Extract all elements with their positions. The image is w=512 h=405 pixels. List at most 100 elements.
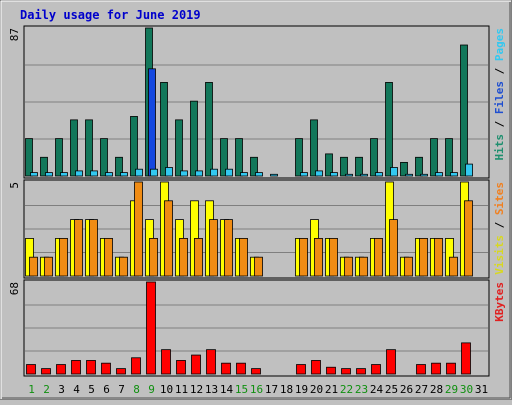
bar-hits-hits-day-6: [100, 138, 108, 177]
bar-hits-hits-day-27: [415, 156, 423, 177]
series-label-kbytes: KBytes: [493, 282, 506, 322]
bar-hits-pages-day-28: [435, 172, 443, 177]
x-tick-label-5: 5: [88, 383, 95, 396]
panel-kbytes: 68 KBytes: [8, 279, 506, 377]
bar-hits-pages-day-5: [90, 170, 98, 177]
x-tick-label-27: 27: [415, 383, 428, 396]
x-tick-label-25: 25: [385, 383, 398, 396]
y-max-label: 5: [8, 182, 21, 189]
bar-kbytes-kbytes-day-28: [431, 362, 441, 375]
bar-hits-pages-day-22: [345, 173, 353, 177]
bar-hits-hits-day-30: [460, 44, 468, 177]
bar-hits-pages-day-7: [120, 172, 128, 177]
bar-visits-sites-day-25: [389, 219, 398, 277]
bar-hits-files-day-9: [148, 68, 156, 177]
bar-hits-pages-day-3: [60, 172, 68, 177]
bar-visits-sites-day-4: [74, 219, 83, 277]
bar-hits-pages-day-26: [405, 173, 413, 177]
bar-hits-pages-day-21: [330, 172, 338, 177]
bar-kbytes-kbytes-day-20: [311, 360, 321, 375]
bar-hits-hits-day-7: [115, 156, 123, 177]
x-tick-label-26: 26: [400, 383, 413, 396]
x-tick-label-6: 6: [103, 383, 110, 396]
x-tick-label-28: 28: [430, 383, 443, 396]
bar-hits-hits-day-15: [235, 138, 243, 177]
bar-visits-sites-day-27: [419, 237, 428, 277]
bar-hits-hits-day-5: [85, 119, 93, 177]
x-tick-label-23: 23: [355, 383, 368, 396]
series-label-files: Files: [493, 81, 506, 114]
bar-hits-pages-day-19: [300, 172, 308, 177]
bar-hits-pages-day-14: [225, 168, 233, 177]
right-series-labels: KBytes: [493, 282, 506, 322]
x-tick-label-14: 14: [220, 383, 234, 396]
bar-visits-sites-day-16: [254, 256, 263, 277]
panel-visits: 5 Visits / Sites: [8, 179, 506, 279]
bar-hits-hits-day-20: [310, 119, 318, 177]
bar-hits-pages-day-4: [75, 170, 83, 177]
bar-hits-hits-day-1: [25, 138, 33, 177]
x-tick-label-21: 21: [325, 383, 338, 396]
bar-hits-pages-day-20: [315, 170, 323, 177]
bar-hits-pages-day-9: [150, 168, 158, 177]
bar-hits-hits-day-11: [175, 119, 183, 177]
x-tick-label-8: 8: [133, 383, 140, 396]
bar-kbytes-kbytes-day-25: [386, 349, 396, 375]
bar-hits-hits-day-3: [55, 138, 63, 177]
bar-visits-sites-day-9: [149, 237, 158, 277]
x-tick-label-1: 1: [28, 383, 35, 396]
bar-hits-hits-day-22: [340, 156, 348, 177]
x-tick-label-4: 4: [73, 383, 80, 396]
bar-hits-pages-day-17: [270, 173, 278, 177]
x-tick-label-9: 9: [148, 383, 155, 396]
bar-hits-hits-day-10: [160, 82, 168, 177]
bar-hits-hits-day-14: [220, 138, 228, 177]
x-tick-label-22: 22: [340, 383, 353, 396]
bar-kbytes-kbytes-day-6: [101, 362, 111, 375]
x-tick-label-20: 20: [310, 383, 323, 396]
bar-hits-hits-day-12: [190, 100, 198, 177]
bar-kbytes-kbytes-day-4: [71, 360, 81, 375]
chart-panels: 87 Hits / Files / Pages 5 Visits / Sites 68 K…: [8, 25, 506, 377]
bar-kbytes-kbytes-day-24: [371, 364, 381, 375]
bar-hits-pages-day-29: [450, 172, 458, 177]
bar-visits-sites-day-23: [359, 256, 368, 277]
bar-visits-sites-day-11: [179, 237, 188, 277]
bar-hits-pages-day-12: [195, 170, 203, 177]
bar-visits-sites-day-7: [119, 256, 128, 277]
chart-title: Daily usage for June 2019: [20, 8, 201, 22]
bar-hits-pages-day-27: [420, 173, 428, 177]
label-separator: /: [493, 61, 506, 81]
bar-visits-sites-day-12: [194, 237, 203, 277]
bar-hits-pages-day-8: [135, 168, 143, 177]
bar-visits-sites-day-6: [104, 237, 113, 277]
bar-kbytes-kbytes-day-22: [341, 368, 351, 375]
bar-hits-hits-day-28: [430, 138, 438, 177]
bar-kbytes-kbytes-day-15: [236, 362, 246, 375]
x-tick-label-16: 16: [250, 383, 263, 396]
bar-kbytes-kbytes-day-13: [206, 349, 216, 375]
bar-visits-sites-day-26: [404, 256, 413, 277]
bar-hits-pages-day-1: [30, 172, 38, 177]
x-tick-label-2: 2: [43, 383, 50, 396]
bar-hits-hits-day-23: [355, 156, 363, 177]
bar-kbytes-kbytes-day-30: [461, 342, 471, 375]
bar-hits-pages-day-13: [210, 168, 218, 177]
bar-visits-sites-day-15: [239, 237, 248, 277]
bar-kbytes-kbytes-day-10: [161, 349, 171, 375]
bar-kbytes-kbytes-day-11: [176, 360, 186, 375]
bar-visits-sites-day-5: [89, 219, 98, 277]
bar-visits-sites-day-24: [374, 237, 383, 277]
x-tick-label-24: 24: [370, 383, 384, 396]
x-tick-label-7: 7: [118, 383, 125, 396]
bar-hits-hits-day-29: [445, 138, 453, 177]
x-tick-label-17: 17: [265, 383, 278, 396]
bar-visits-sites-day-3: [59, 237, 68, 277]
bar-visits-sites-day-30: [464, 200, 473, 277]
bar-kbytes-kbytes-day-14: [221, 362, 231, 375]
bar-visits-sites-day-20: [314, 237, 323, 277]
bar-hits-pages-day-2: [45, 172, 53, 177]
bar-hits-hits-day-25: [385, 82, 393, 177]
bar-kbytes-kbytes-day-9: [146, 281, 156, 375]
